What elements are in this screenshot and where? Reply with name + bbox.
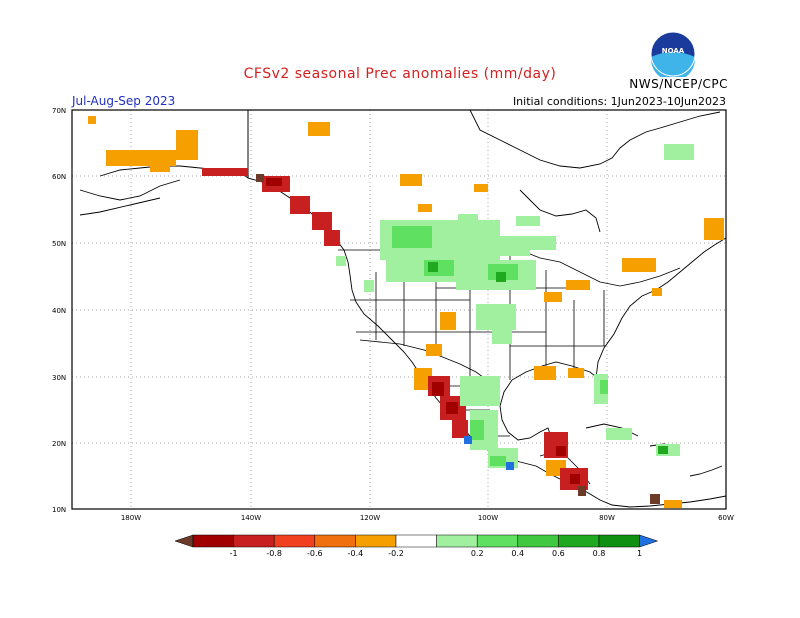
colorbar-label: -0.4 — [348, 549, 364, 558]
colorbar-label: 1 — [637, 549, 642, 558]
colorbar-label: 0.6 — [552, 549, 565, 558]
colorbar-swatch — [192, 534, 234, 548]
colorbar-swatch — [395, 534, 437, 548]
lat-label: 50N — [52, 240, 66, 248]
initial-conditions-label: Initial conditions: 1Jun2023-10Jun2023 — [512, 95, 726, 108]
lat-label: 30N — [52, 374, 66, 382]
colorbar-arrow-low — [174, 534, 194, 548]
colorbar-swatch — [598, 534, 640, 548]
colorbar-label: -0.6 — [307, 549, 323, 558]
season-label: Jul-Aug-Sep 2023 — [72, 94, 176, 108]
latitude-labels: 70N 60N 50N 40N 30N 20N 10N — [52, 107, 66, 514]
colorbar-swatch — [476, 534, 519, 548]
lon-label: 100W — [478, 514, 498, 522]
colorbar-swatch — [436, 534, 478, 548]
colorbar-swatch — [273, 534, 316, 548]
lon-label: 80W — [599, 514, 615, 522]
colorbar-label: 0.2 — [471, 549, 484, 558]
colorbar-label: -0.2 — [388, 549, 404, 558]
lon-label: 180W — [121, 514, 141, 522]
lon-label: 60W — [718, 514, 734, 522]
coastlines — [79, 109, 727, 508]
colorbar-swatch — [314, 534, 356, 548]
colorbar-label: -0.8 — [266, 549, 282, 558]
colorbar-swatch — [233, 534, 275, 548]
colorbar: -1 -0.8 -0.6 -0.4 -0.2 0.2 0.4 0.6 0.8 1 — [174, 534, 659, 558]
lat-label: 20N — [52, 440, 66, 448]
colorbar-swatch — [355, 534, 397, 548]
map-frame — [71, 109, 727, 510]
lon-label: 140W — [241, 514, 261, 522]
logo-text: NOAA — [662, 47, 685, 55]
lat-label: 70N — [52, 107, 66, 115]
longitude-labels: 180W 140W 120W 100W 80W 60W — [121, 514, 734, 522]
lon-label: 120W — [360, 514, 380, 522]
lat-label: 40N — [52, 307, 66, 315]
lat-label: 10N — [52, 506, 66, 514]
colorbar-label: -1 — [230, 549, 238, 558]
lat-label: 60N — [52, 173, 66, 181]
anomaly-cells — [88, 116, 724, 508]
noaa-logo: NOAA — [650, 31, 696, 77]
map-title: CFSv2 seasonal Prec anomalies (mm/day) — [243, 66, 557, 82]
colorbar-swatch — [558, 534, 600, 548]
colorbar-arrow-high — [639, 534, 659, 548]
colorbar-label: 0.8 — [593, 549, 606, 558]
colorbar-label: 0.4 — [511, 549, 524, 558]
credit-label: NWS/NCEP/CPC — [629, 77, 728, 91]
colorbar-swatch — [517, 534, 559, 548]
